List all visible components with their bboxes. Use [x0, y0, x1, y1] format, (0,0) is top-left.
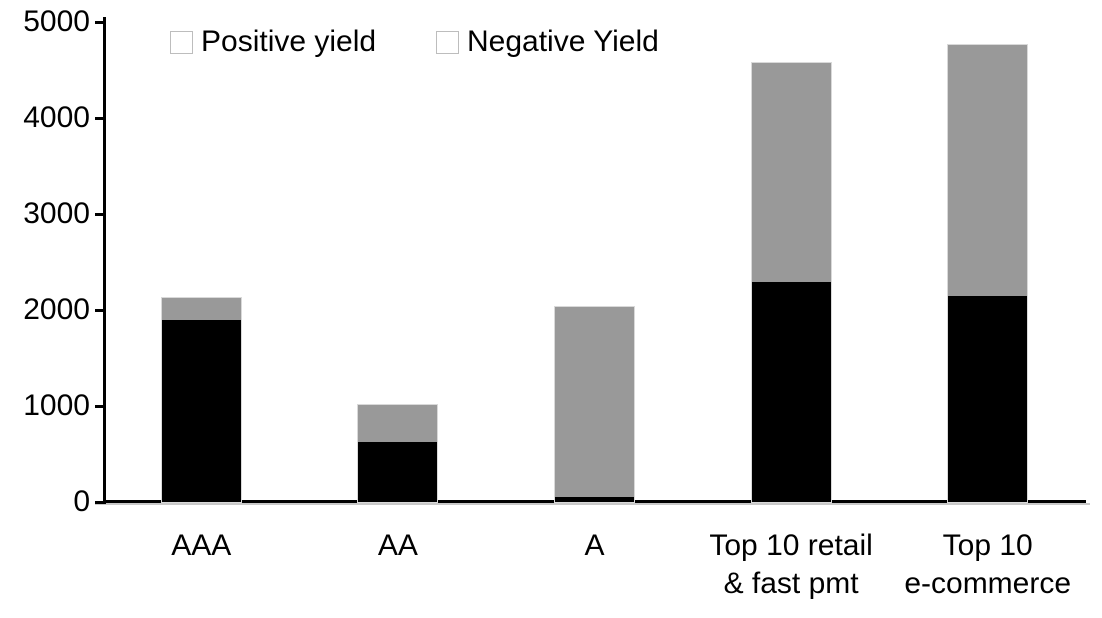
- x-axis-category-label: Top 10 retail & fast pmt: [709, 529, 873, 600]
- y-axis-tick-label: 1000: [23, 389, 90, 422]
- legend-item-negative-yield: Negative Yield: [437, 27, 659, 57]
- y-axis-tick: [95, 404, 104, 408]
- x-axis-category-label: AAA: [171, 529, 232, 562]
- y-axis-tick: [95, 116, 104, 120]
- y-axis-tick-label: 4000: [23, 101, 90, 134]
- bar-top-10-retail-&-fast-pmt: [751, 63, 831, 502]
- bar-segment-positive-yield: [751, 282, 831, 502]
- y-axis-line: [103, 17, 106, 504]
- bar-segment-negative-yield: [555, 307, 634, 498]
- y-axis-tick-label: 3000: [23, 197, 90, 230]
- negative-yield-swatch-icon: [437, 32, 458, 53]
- bar-segment-negative-yield: [161, 298, 241, 320]
- x-axis-category-label: A: [584, 529, 605, 562]
- legend-item-positive-yield: Positive yield: [171, 27, 376, 57]
- y-axis-tick-label: 2000: [23, 293, 90, 326]
- y-axis-tick: [95, 20, 104, 24]
- y-axis-tick: [95, 500, 104, 504]
- bar-segment-negative-yield: [948, 45, 1028, 296]
- legend-label-positive-yield: Positive yield: [201, 25, 377, 58]
- bar-aa: [358, 405, 438, 502]
- legend-label-negative-yield: Negative Yield: [467, 25, 659, 58]
- y-axis-tick: [95, 308, 104, 312]
- bar-a: [555, 307, 634, 502]
- bar-segment-positive-yield: [948, 295, 1028, 502]
- x-axis-category-label: Top 10 e-commerce: [904, 529, 1072, 600]
- x-axis-shadow: [95, 503, 1090, 505]
- bar-segment-negative-yield: [358, 405, 438, 443]
- bar-segment-positive-yield: [555, 497, 634, 502]
- y-axis-tick-label: 0: [73, 485, 90, 518]
- y-axis-tick: [95, 212, 104, 216]
- bar-segment-positive-yield: [358, 442, 438, 502]
- bar-aaa: [161, 298, 241, 502]
- y-axis-tick-label: 5000: [23, 5, 90, 38]
- bar-top-10-e-commerce: [948, 45, 1028, 502]
- bar-segment-negative-yield: [751, 63, 831, 283]
- x-axis-category-label: AA: [377, 529, 418, 562]
- bar-segment-positive-yield: [161, 319, 241, 502]
- positive-yield-swatch-icon: [171, 32, 192, 53]
